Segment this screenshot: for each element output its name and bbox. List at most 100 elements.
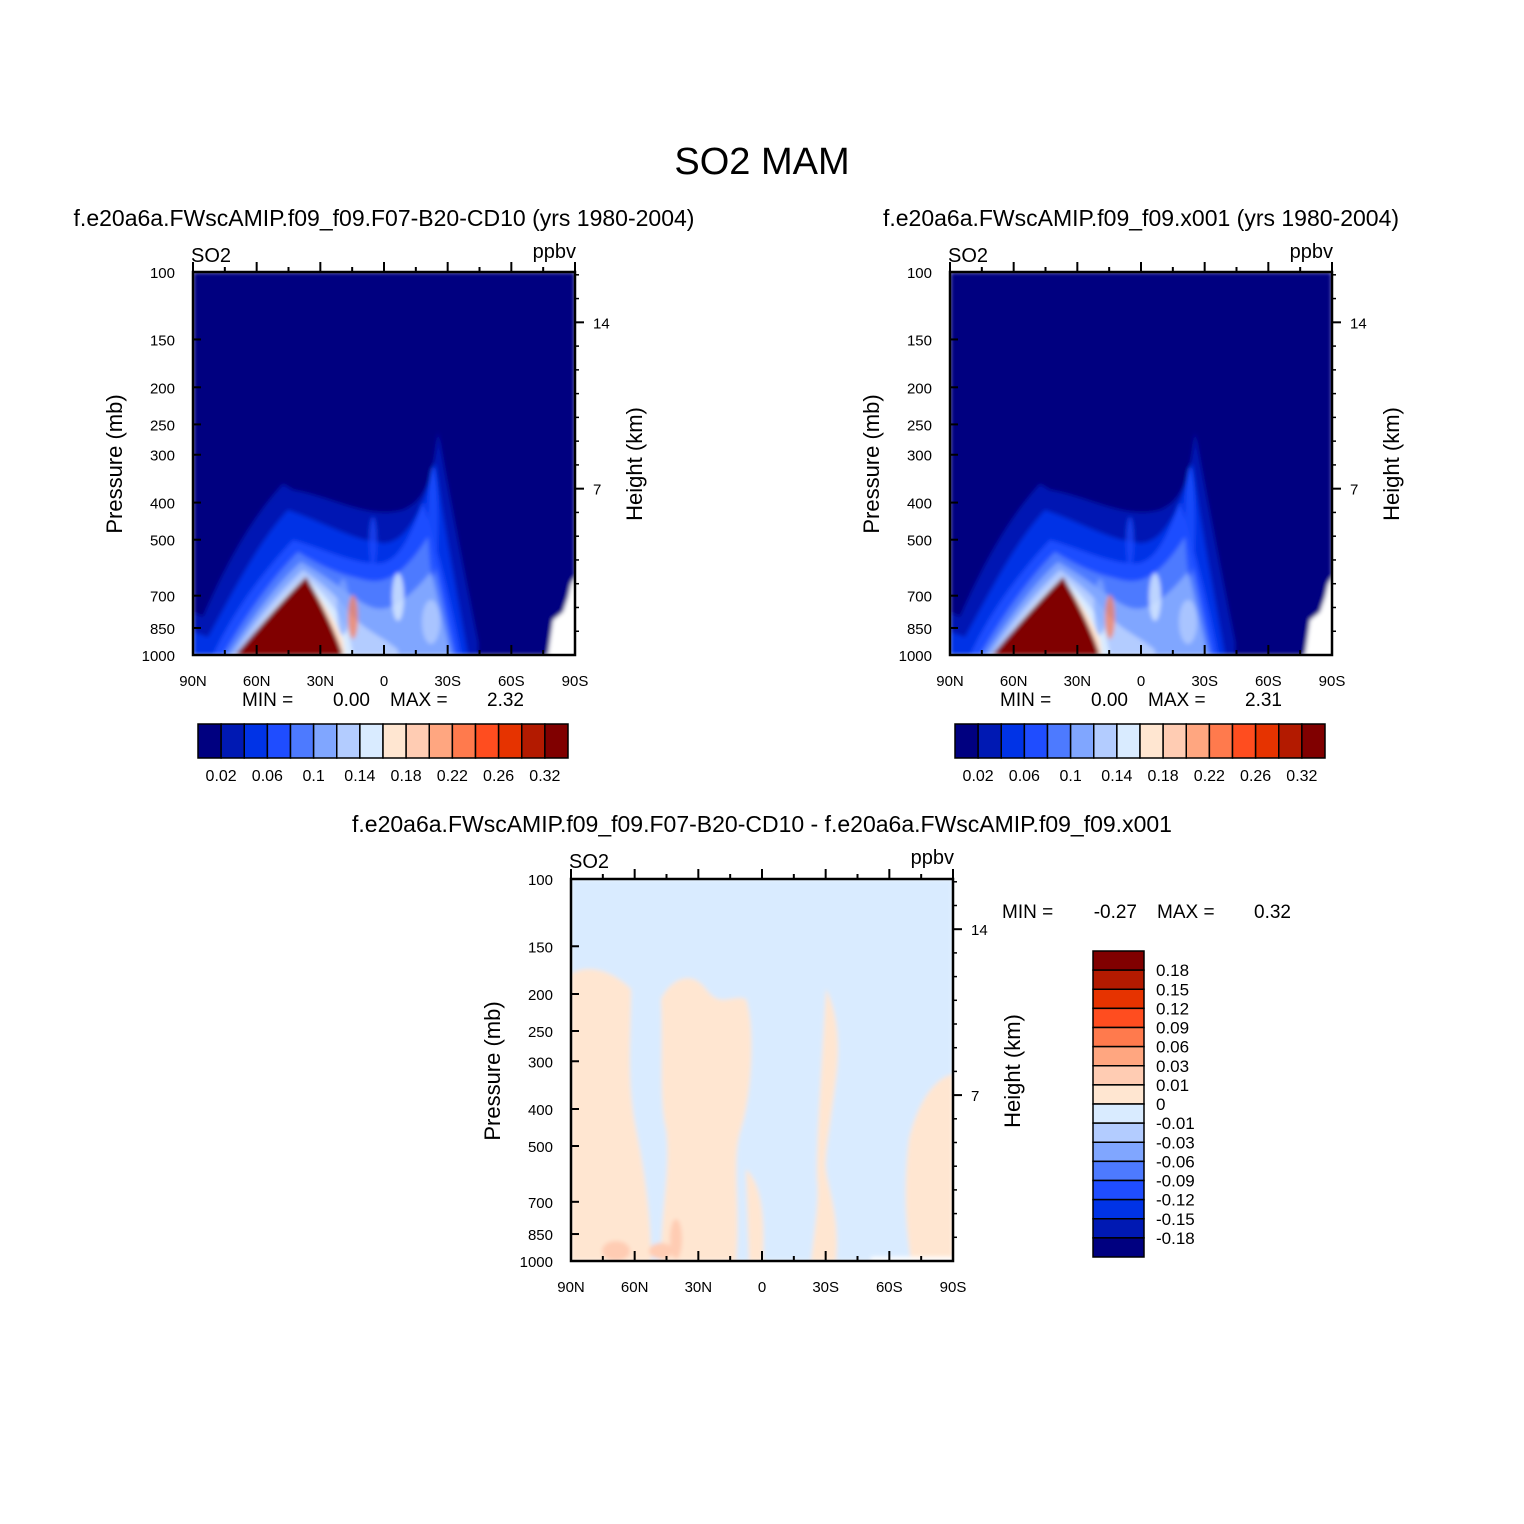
y-tick-label: 700	[907, 589, 932, 606]
y-tick-label: 850	[150, 621, 175, 638]
y-tick-label: 400	[528, 1102, 553, 1119]
colorbar-swatch	[1092, 1045, 1145, 1067]
x-tick-label: 30S	[1191, 673, 1218, 690]
panel-case-variable: SO2	[191, 245, 231, 267]
y-tick-label: 850	[907, 621, 932, 638]
y-tick-label: 400	[150, 496, 175, 513]
colorbar-swatch	[428, 723, 454, 759]
panel-diff-variable: SO2	[569, 851, 609, 873]
colorbar-swatch	[1092, 1026, 1145, 1048]
y-tick-label: 250	[907, 417, 932, 434]
colorbar-swatch	[474, 723, 500, 759]
colorbar-swatch	[1069, 723, 1095, 759]
colorbar-label: 0.15	[1156, 980, 1189, 999]
y-tick-label: 850	[528, 1227, 553, 1244]
panel-case-title: f.e20a6a.FWscAMIP.f09_f09.F07-B20-CD10 (…	[74, 205, 695, 231]
colorbar-swatch	[544, 723, 569, 759]
panel-control: f.e20a6a.FWscAMIP.f09_f09.x001 (yrs 1980…	[859, 205, 1404, 785]
panel-control-max-label: MAX =	[1148, 690, 1206, 711]
colorbar-swatch	[1139, 723, 1164, 759]
panel-case-units: ppbv	[533, 241, 576, 263]
panel-diff-field	[571, 879, 953, 1261]
x-tick-label: 60S	[498, 673, 525, 690]
panel-diff-max-value: 0.32	[1254, 902, 1291, 923]
colorbar-label: 0.22	[1194, 768, 1225, 785]
panel-case-ylabel-right: Height (km)	[622, 407, 647, 521]
colorbar-swatch	[1046, 723, 1072, 759]
colorbar-swatch	[1092, 1218, 1145, 1239]
y-tick-label: 200	[907, 380, 932, 397]
y-tick-label: 100	[150, 265, 175, 282]
colorbar-swatch	[1092, 1141, 1145, 1163]
y-tick-label: 300	[528, 1054, 553, 1071]
colorbar-swatch	[220, 723, 245, 759]
colorbar-swatch	[266, 723, 292, 759]
x-tick-label: 30S	[434, 673, 461, 690]
colorbar-label: 0.02	[963, 768, 994, 785]
colorbar-swatch	[312, 723, 338, 759]
colorbar-label: -0.01	[1156, 1114, 1195, 1133]
y-right-tick-label: 14	[1350, 315, 1367, 332]
x-tick-label: 30N	[307, 673, 335, 690]
panel-diff-min-label: MIN =	[1002, 902, 1053, 923]
colorbar-swatch	[977, 723, 1002, 759]
y-tick-label: 100	[907, 265, 932, 282]
panel-case: f.e20a6a.FWscAMIP.f09_f09.F07-B20-CD10 (…	[74, 205, 695, 785]
colorbar-label: 0.09	[1156, 1019, 1189, 1038]
main-title: SO2 MAM	[674, 141, 849, 183]
x-tick-label: 90N	[179, 673, 207, 690]
panel-diff-title: f.e20a6a.FWscAMIP.f09_f09.F07-B20-CD10 -…	[352, 811, 1172, 837]
colorbar-label: 0.1	[303, 768, 325, 785]
colorbar-label: 0.1	[1060, 768, 1082, 785]
colorbar-label: -0.18	[1156, 1229, 1195, 1248]
y-tick-label: 1000	[142, 648, 175, 665]
colorbar-label: 0.06	[252, 768, 283, 785]
colorbar-swatch	[1116, 723, 1141, 759]
y-tick-label: 250	[528, 1024, 553, 1041]
colorbar-swatch	[1185, 723, 1211, 759]
colorbar-swatch	[1000, 723, 1026, 759]
y-tick-label: 150	[150, 332, 175, 349]
colorbar-swatch	[1254, 723, 1280, 759]
y-tick-label: 200	[528, 987, 553, 1004]
colorbar-swatch	[1093, 723, 1118, 759]
colorbar-label: -0.15	[1156, 1210, 1195, 1229]
colorbar-label: -0.03	[1156, 1133, 1195, 1152]
x-tick-label: 30N	[685, 1279, 713, 1296]
colorbar-swatch	[243, 723, 269, 759]
colorbar-label: 0.03	[1156, 1057, 1189, 1076]
y-tick-label: 700	[528, 1195, 553, 1212]
y-tick-label: 100	[528, 872, 553, 889]
y-tick-label: 150	[907, 332, 932, 349]
colorbar-label: 0.02	[206, 768, 237, 785]
y-tick-label: 250	[150, 417, 175, 434]
colorbar-swatch	[1092, 1198, 1145, 1220]
y-tick-label: 200	[150, 380, 175, 397]
x-tick-label: 60S	[876, 1279, 903, 1296]
colorbar-label: -0.06	[1156, 1152, 1195, 1171]
colorbar-swatch	[1092, 1103, 1145, 1124]
colorbar-swatch	[405, 723, 430, 759]
panel-case-min-value: 0.00	[333, 690, 370, 711]
panel-control-title: f.e20a6a.FWscAMIP.f09_f09.x001 (yrs 1980…	[883, 205, 1399, 231]
y-tick-label: 300	[907, 448, 932, 465]
colorbar-swatch	[1092, 1179, 1145, 1201]
colorbar-label: 0.06	[1156, 1038, 1189, 1057]
y-tick-label: 700	[150, 589, 175, 606]
panel-control-axes: 90N 60N 30N 0 30S 60S 90S 100 150 200 250 300 400 500…	[899, 262, 1367, 690]
panel-diff-colorbar: 0.180.150.120.090.060.030.010-0.01-0.03-…	[1092, 950, 1195, 1258]
colorbar-label: 0	[1156, 1095, 1165, 1114]
x-tick-label: 60S	[1255, 673, 1282, 690]
colorbar-swatch	[1092, 1237, 1145, 1258]
colorbar-swatch	[336, 723, 361, 759]
x-tick-label: 0	[380, 673, 388, 690]
x-tick-label: 60N	[621, 1279, 649, 1296]
colorbar-label: 0.32	[1286, 768, 1317, 785]
panel-case-axes: 90N 60N 30N 0 30S 60S 90S 100 150 200 250 300 400 500…	[142, 262, 610, 690]
colorbar-label: 0.18	[1156, 961, 1189, 980]
x-tick-label: 90N	[557, 1279, 585, 1296]
y-right-tick-label: 7	[1350, 482, 1358, 499]
colorbar-label: 0.14	[344, 768, 375, 785]
panel-control-field	[950, 272, 1332, 655]
